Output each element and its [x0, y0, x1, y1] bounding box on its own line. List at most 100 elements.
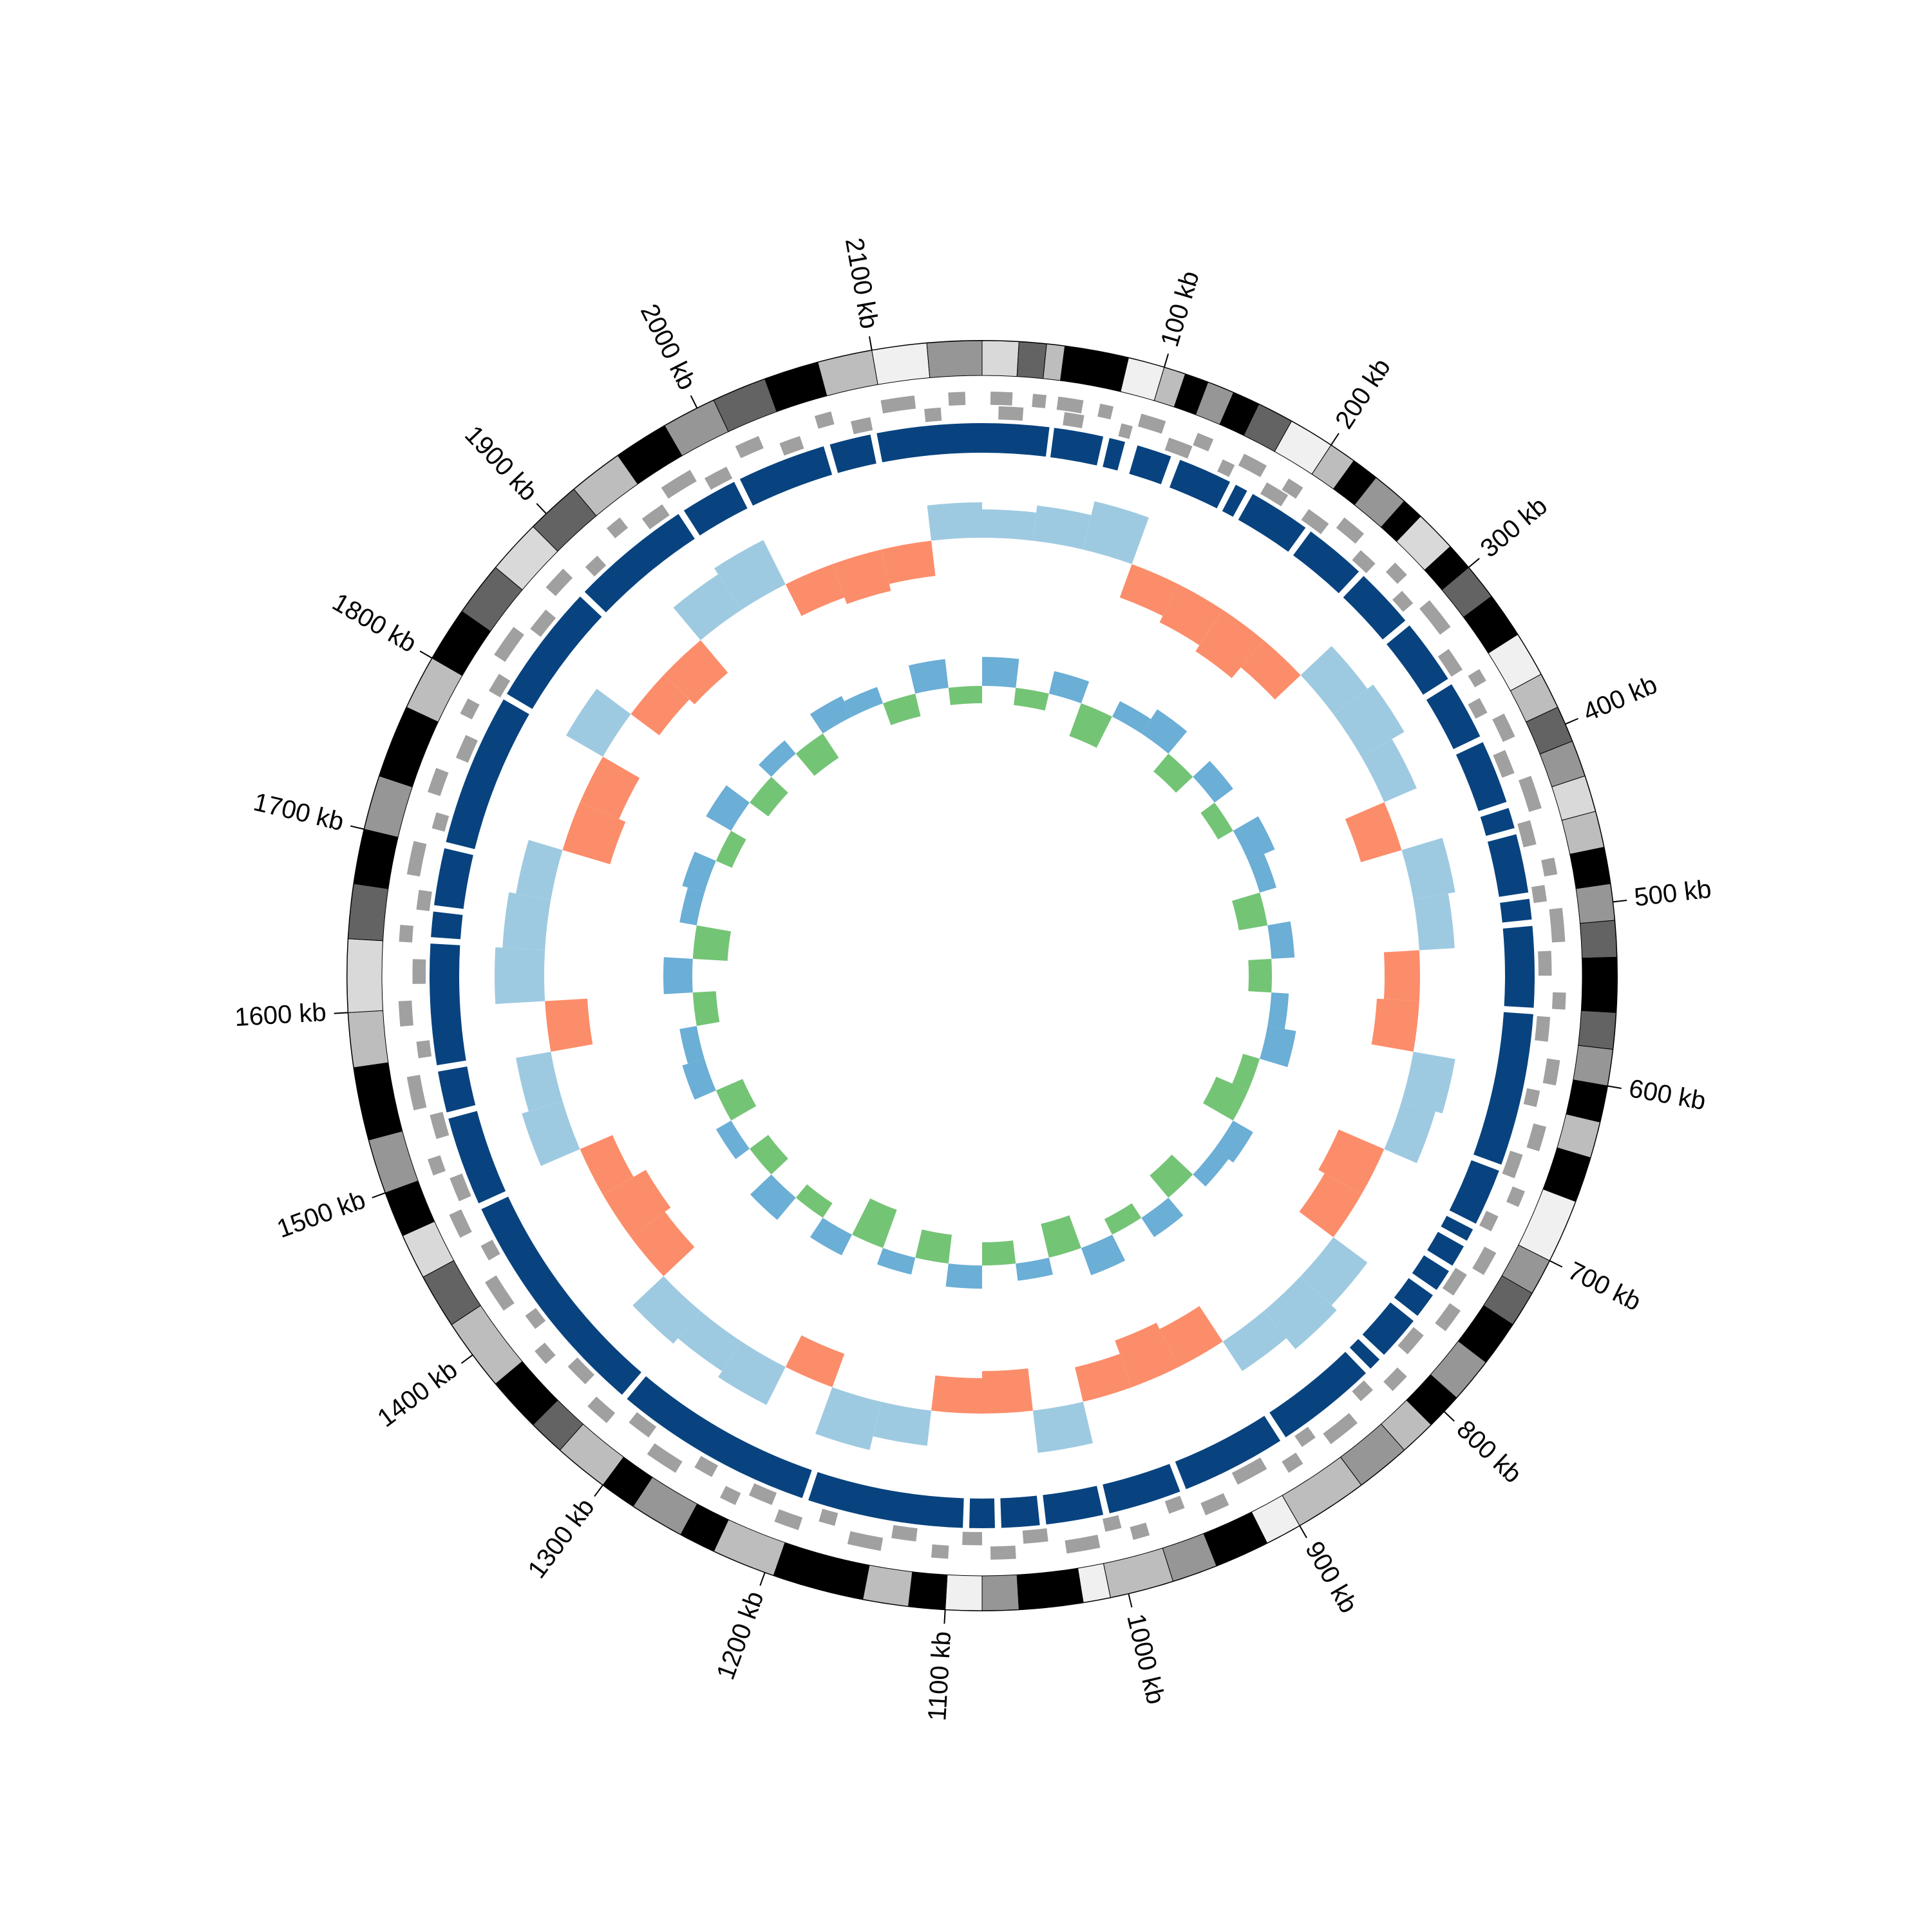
gene: [489, 674, 511, 697]
tick-label: 2100 kb: [840, 236, 884, 331]
gene: [1542, 1058, 1560, 1086]
block: [1349, 1339, 1380, 1369]
band: [862, 1564, 913, 1607]
histogram-bar: [1153, 753, 1193, 793]
band: [368, 1130, 419, 1193]
histogram-bar: [852, 1198, 897, 1248]
tick-mark: [1607, 1085, 1622, 1090]
histogram-bar: [679, 1026, 705, 1064]
histogram-bar: [1016, 1257, 1054, 1281]
histogram-bar: [1141, 1197, 1184, 1238]
histogram-bar: [706, 785, 750, 831]
block: [808, 1472, 964, 1528]
gene: [1397, 1327, 1424, 1355]
histogram-bar: [881, 540, 936, 584]
histogram-bar: [785, 1335, 845, 1387]
gene: [641, 504, 670, 529]
gene: [1130, 1522, 1150, 1540]
gene: [774, 1509, 803, 1530]
histogram-bar: [580, 1135, 634, 1195]
gene: [1260, 482, 1289, 507]
tick-label: 1900 kb: [459, 421, 543, 507]
histogram-bar: [1248, 958, 1272, 993]
gene: [1468, 668, 1486, 688]
histogram-bar: [522, 1101, 580, 1166]
block: [1269, 1352, 1367, 1437]
histogram-bar: [1032, 1401, 1094, 1453]
histogram-bar: [1267, 992, 1289, 1029]
gene: [814, 411, 835, 429]
block: [1343, 576, 1406, 640]
gene: [1419, 600, 1451, 635]
gene: [1538, 951, 1552, 976]
gene: [460, 698, 480, 720]
tick-mark: [1163, 354, 1170, 368]
gene: [647, 1443, 683, 1473]
histogram-bar: [632, 1276, 701, 1344]
histogram-bar: [516, 840, 563, 900]
band: [348, 883, 389, 942]
histogram-bar: [982, 1368, 1033, 1414]
histogram-bar: [1041, 1215, 1081, 1258]
histogram-bar: [1112, 701, 1151, 734]
histogram-bar: [1150, 1154, 1193, 1198]
tick-mark: [594, 1484, 604, 1497]
histogram-bar: [663, 640, 728, 705]
gene: [585, 555, 607, 577]
gene: [1517, 820, 1537, 848]
gene: [494, 627, 524, 662]
block: [438, 1066, 476, 1113]
gene: [428, 1155, 446, 1176]
block: [1175, 1416, 1281, 1490]
tick-mark: [460, 1354, 473, 1364]
band: [945, 1574, 983, 1611]
gene: [416, 889, 432, 911]
tick-label: 500 kb: [1633, 875, 1712, 912]
tick-label: 900 kb: [1300, 1537, 1363, 1618]
histogram-bar: [1104, 1203, 1142, 1235]
block: [876, 423, 982, 462]
histogram-bar: [1014, 688, 1049, 711]
histogram-bar: [883, 694, 921, 725]
block: [1449, 1160, 1499, 1224]
block: [1293, 531, 1359, 594]
gene: [629, 1412, 657, 1438]
gene: [962, 1531, 982, 1546]
band: [1103, 1548, 1174, 1598]
gene: [990, 392, 1013, 406]
tick-label: 1700 kb: [251, 788, 346, 837]
histogram-bar: [565, 688, 631, 757]
histogram-bar: [1231, 892, 1268, 931]
histogram-bar: [715, 831, 746, 868]
histogram-bar: [603, 1170, 671, 1238]
block: [1129, 445, 1171, 484]
histogram-bar: [1214, 1121, 1253, 1163]
histogram-bar: [1115, 1322, 1179, 1387]
block: [1222, 484, 1247, 517]
gene: [1301, 509, 1329, 535]
block: [1103, 438, 1126, 471]
gene: [704, 466, 733, 490]
block: [1502, 925, 1535, 1008]
gene: [1479, 1211, 1499, 1231]
band: [1580, 956, 1618, 1013]
histogram-bar: [750, 1135, 788, 1175]
tick-label: 1300 kb: [522, 1493, 600, 1584]
band: [981, 340, 1019, 377]
gene: [1282, 478, 1303, 499]
tick-label: 1000 kb: [1121, 1611, 1170, 1707]
histogram-bar: [1318, 1129, 1385, 1195]
gene: [1523, 1088, 1540, 1107]
tick-mark: [759, 1572, 766, 1586]
histogram-bar: [873, 1401, 932, 1446]
histogram-bar: [677, 1311, 742, 1372]
gene: [1531, 885, 1547, 904]
histogram-bar: [759, 740, 796, 777]
gene: [1056, 396, 1084, 413]
block: [1480, 808, 1515, 837]
histogram-bar: [679, 887, 705, 925]
histogram-bar: [516, 1052, 563, 1112]
gene: [735, 436, 764, 459]
